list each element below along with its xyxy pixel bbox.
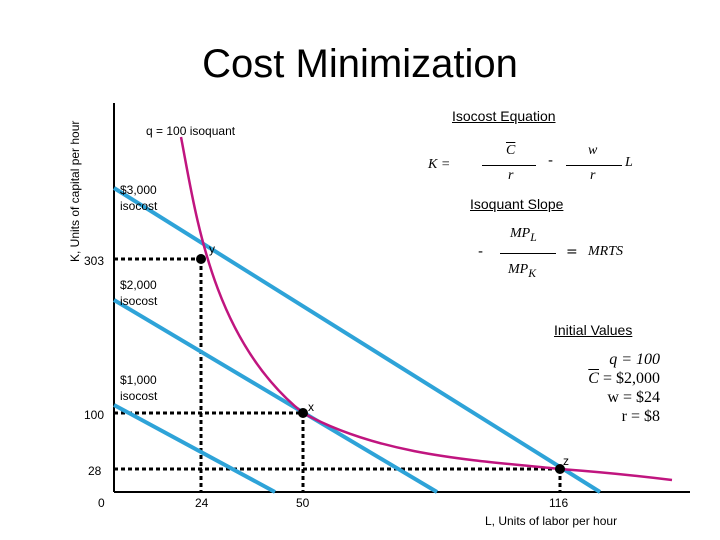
isocost-eq-fraction-bar: [566, 165, 622, 166]
y-tick-label: 100: [84, 408, 105, 422]
y-tick-label: 28: [88, 464, 102, 478]
initial-C-value: = $2,000: [598, 370, 660, 387]
isocost-line-1000: [113, 403, 276, 494]
slope-num-text: MP: [510, 226, 531, 241]
isocost-line-2000: [112, 298, 439, 494]
point-label-x: x: [308, 400, 314, 414]
x-tick-label: 24: [195, 496, 209, 510]
point-z: [555, 464, 565, 474]
initial-q: q = 100: [609, 351, 660, 368]
isocost-equation-heading: Isocost Equation: [452, 108, 556, 124]
isocost-label-line: $1,000: [120, 373, 157, 387]
slope-numerator: MPL: [510, 226, 537, 244]
y-tick-label: 303: [84, 254, 105, 268]
x-tick-label: 0: [98, 496, 105, 510]
isocost-eq-K: K =: [428, 157, 451, 172]
isocost-eq-r: r: [508, 168, 514, 183]
isocost-line-3000: [112, 186, 602, 494]
slope-den-text: MP: [508, 262, 529, 277]
isocost-label-2000: $2,000 isocost: [120, 277, 157, 309]
isocost-label-line: $2,000: [120, 278, 157, 292]
point-y: [196, 254, 206, 264]
x-axis-label: L, Units of labor per hour: [485, 514, 618, 528]
slope-equals: =: [566, 244, 578, 260]
isocost-eq-r: r: [590, 168, 596, 183]
slope-num-sub: L: [530, 230, 537, 244]
x-tick-label: 50: [296, 496, 310, 510]
isoquant-label: q = 100 isoquant: [146, 124, 236, 138]
initial-C: C = $2,000: [588, 369, 660, 388]
slope-fraction-bar: [500, 253, 556, 254]
slope-mrts: MRTS: [588, 244, 623, 259]
slope-denominator: MPK: [508, 262, 536, 280]
point-label-y: y: [209, 242, 215, 256]
isoquant-slope-heading: Isoquant Slope: [470, 196, 564, 212]
isocost-label-1000: $1,000 isocost: [120, 372, 157, 404]
page-title: Cost Minimization: [202, 42, 518, 86]
x-tick-label: 116: [549, 496, 569, 510]
point-label-z: z: [563, 454, 569, 468]
isocost-eq-w: w: [588, 143, 598, 158]
initial-values-list: q = 100 C = $2,000 w = $24 r = $8: [588, 350, 660, 426]
isocost-eq-minus: -: [548, 153, 554, 169]
point-x: [298, 408, 308, 418]
isocost-eq-fraction-bar: [482, 165, 536, 166]
isocost-label-line: $3,000: [120, 183, 157, 197]
isocost-label-line: isocost: [120, 294, 158, 308]
slope-minus: -: [478, 244, 484, 260]
isoquant-curve: [179, 136, 673, 482]
isocost-label-line: isocost: [120, 389, 158, 403]
isocost-eq-L: L: [625, 155, 633, 170]
slope-den-sub: K: [528, 266, 536, 280]
initial-r: r = $8: [621, 408, 660, 425]
isocost-eq-C: C: [506, 143, 516, 158]
isocost-label-line: isocost: [120, 199, 158, 213]
isocost-label-3000: $3,000 isocost: [120, 182, 157, 214]
initial-values-heading: Initial Values: [554, 322, 633, 338]
initial-C-symbol: C: [588, 370, 599, 387]
initial-w: w = $24: [607, 389, 660, 406]
